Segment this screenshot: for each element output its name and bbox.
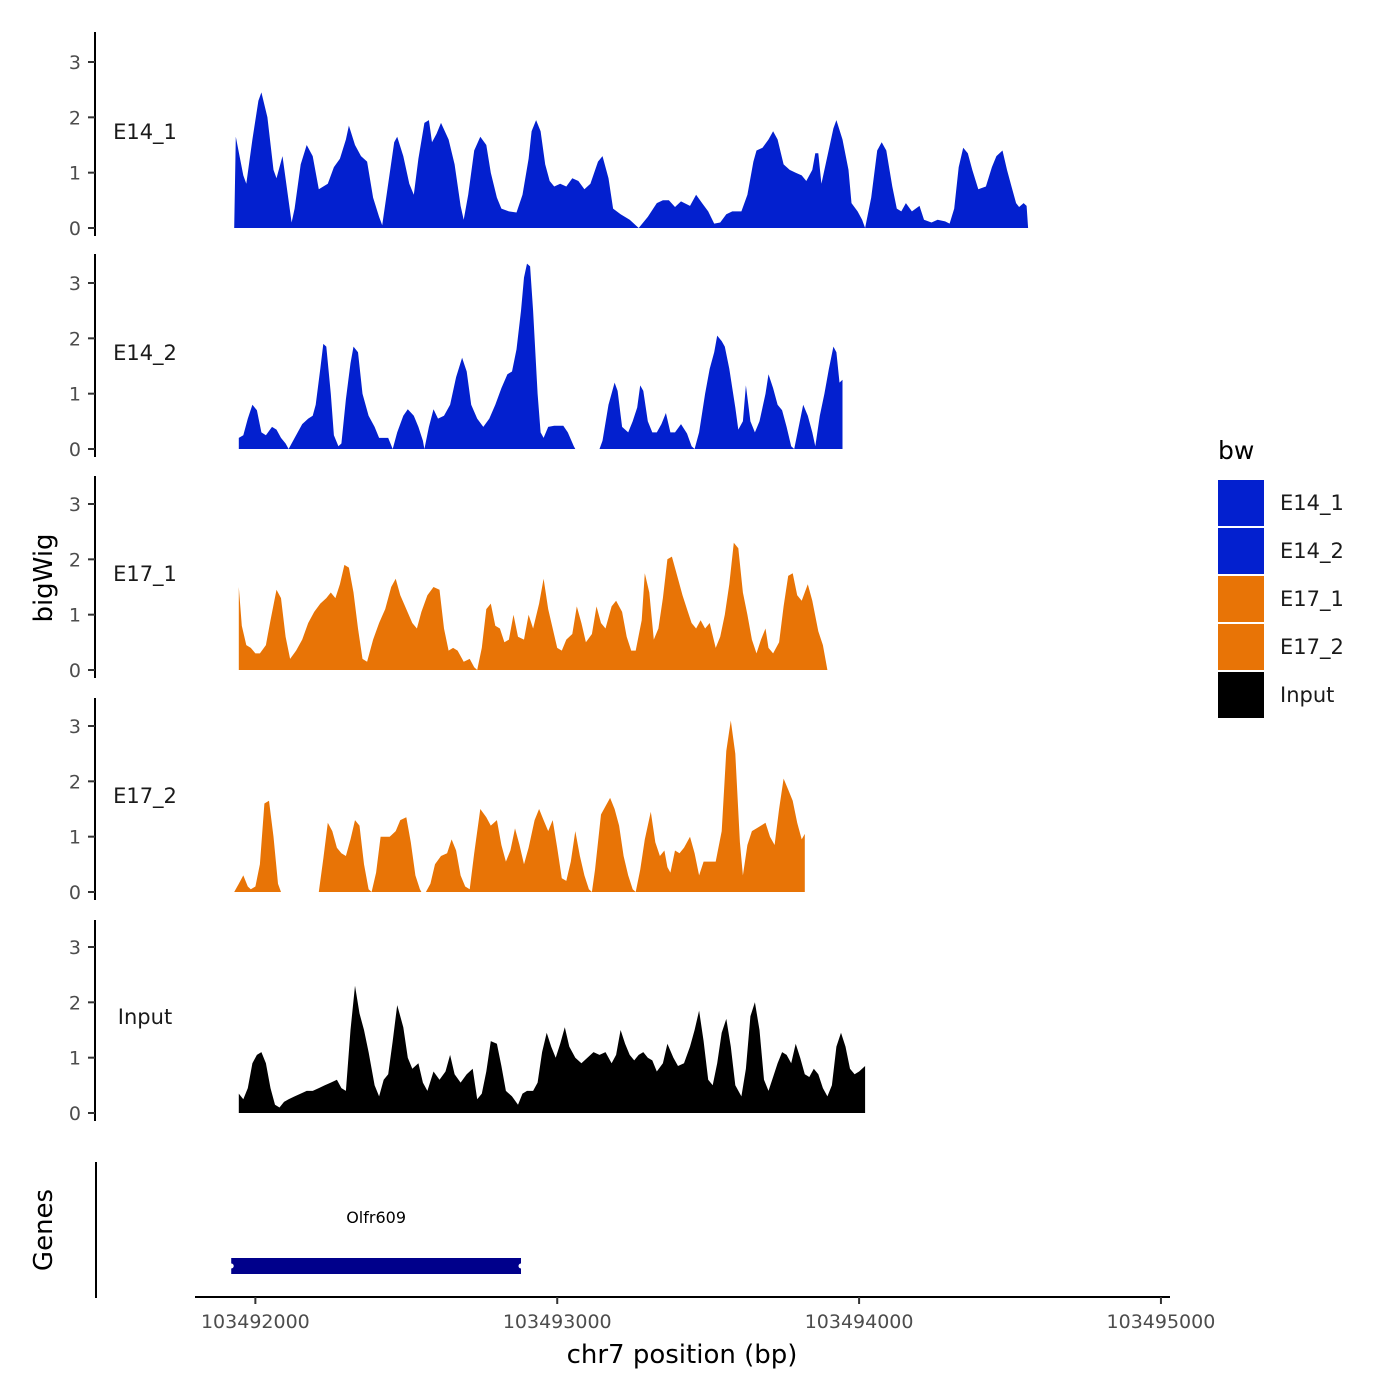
coverage-area-input bbox=[238, 985, 866, 1113]
coverage-area-e17-1 bbox=[238, 542, 828, 670]
gene-end-marker bbox=[518, 1263, 524, 1269]
y-tick-label: 2 bbox=[69, 328, 81, 350]
gene-olfr609: Olfr609 bbox=[228, 1208, 524, 1274]
legend-swatch bbox=[1218, 624, 1264, 670]
track-input: 0 1 2 3 Input bbox=[69, 920, 866, 1125]
y-tick-label: 3 bbox=[69, 716, 81, 738]
track-e14-1: 0 1 2 3 E14_1 bbox=[69, 32, 1029, 240]
legend-label: E17_1 bbox=[1280, 587, 1344, 612]
x-tick-label: 103492000 bbox=[201, 1311, 310, 1333]
track-label: E14_1 bbox=[113, 120, 177, 145]
y-tick-label: 0 bbox=[69, 439, 81, 461]
y-tick-label: 1 bbox=[69, 605, 81, 627]
y-tick-label: 1 bbox=[69, 163, 81, 185]
legend-label: E17_2 bbox=[1280, 635, 1344, 660]
tracks-layer: 0 1 2 3 E14_1 0 1 2 3 E14_2 0 1 2 3 E17_1 0 1 2 3 E17_2 0 1 2 3… bbox=[69, 32, 1029, 1125]
y-tick-label: 0 bbox=[69, 1103, 81, 1125]
legend-item-e14-2: E14_2 bbox=[1218, 528, 1344, 574]
x-tick-label: 103493000 bbox=[503, 1311, 612, 1333]
coverage-area-e17-2 bbox=[234, 720, 805, 892]
y-tick-label: 3 bbox=[69, 937, 81, 959]
y-tick-label: 1 bbox=[69, 827, 81, 849]
legend-swatch bbox=[1218, 528, 1264, 574]
gene-end-marker bbox=[228, 1263, 234, 1269]
y-tick-label: 2 bbox=[69, 771, 81, 793]
legend-item-e14-1: E14_1 bbox=[1218, 480, 1344, 526]
track-label: Input bbox=[118, 1005, 172, 1029]
coverage-area-e14-1 bbox=[234, 92, 1029, 229]
legend-item-input: Input bbox=[1218, 672, 1334, 718]
legend-label: Input bbox=[1280, 683, 1334, 707]
legend: E14_1 E14_2 E17_1 E17_2 Input bbox=[1218, 480, 1344, 718]
legend-swatch bbox=[1218, 672, 1264, 718]
track-e17-2: 0 1 2 3 E17_2 bbox=[69, 698, 805, 904]
y-axis-title: bigWig bbox=[29, 533, 59, 622]
track-e17-1: 0 1 2 3 E17_1 bbox=[69, 476, 828, 682]
genes-layer: Olfr609 bbox=[228, 1208, 524, 1274]
y-tick-label: 0 bbox=[69, 882, 81, 904]
x-axis-title: chr7 position (bp) bbox=[567, 1340, 798, 1370]
x-axis-ticks: 103492000 103493000 103494000 103495000 bbox=[201, 1297, 1215, 1333]
y-tick-label: 1 bbox=[69, 384, 81, 406]
legend-item-e17-1: E17_1 bbox=[1218, 576, 1344, 622]
track-e14-2: 0 1 2 3 E14_2 bbox=[69, 254, 843, 461]
y-tick-label: 0 bbox=[69, 660, 81, 682]
y-tick-label: 1 bbox=[69, 1048, 81, 1070]
legend-label: E14_1 bbox=[1280, 491, 1344, 516]
y-tick-label: 3 bbox=[69, 52, 81, 74]
legend-label: E14_2 bbox=[1280, 539, 1344, 564]
y-tick-label: 2 bbox=[69, 992, 81, 1014]
gene-label: Olfr609 bbox=[346, 1208, 406, 1227]
genes-axis-title: Genes bbox=[29, 1189, 59, 1271]
y-tick-label: 0 bbox=[69, 218, 81, 240]
y-tick-label: 2 bbox=[69, 107, 81, 129]
y-tick-label: 3 bbox=[69, 273, 81, 295]
legend-title: bw bbox=[1218, 436, 1254, 465]
track-label: E17_2 bbox=[113, 784, 177, 809]
legend-swatch bbox=[1218, 480, 1264, 526]
gene-body bbox=[231, 1258, 522, 1274]
x-tick-label: 103495000 bbox=[1107, 1311, 1216, 1333]
track-label: E14_2 bbox=[113, 341, 177, 366]
legend-item-e17-2: E17_2 bbox=[1218, 624, 1344, 670]
x-tick-label: 103494000 bbox=[805, 1311, 914, 1333]
y-tick-label: 3 bbox=[69, 494, 81, 516]
coverage-area-e14-2 bbox=[238, 263, 843, 449]
legend-swatch bbox=[1218, 576, 1264, 622]
track-label: E17_1 bbox=[113, 562, 177, 587]
y-tick-label: 2 bbox=[69, 549, 81, 571]
